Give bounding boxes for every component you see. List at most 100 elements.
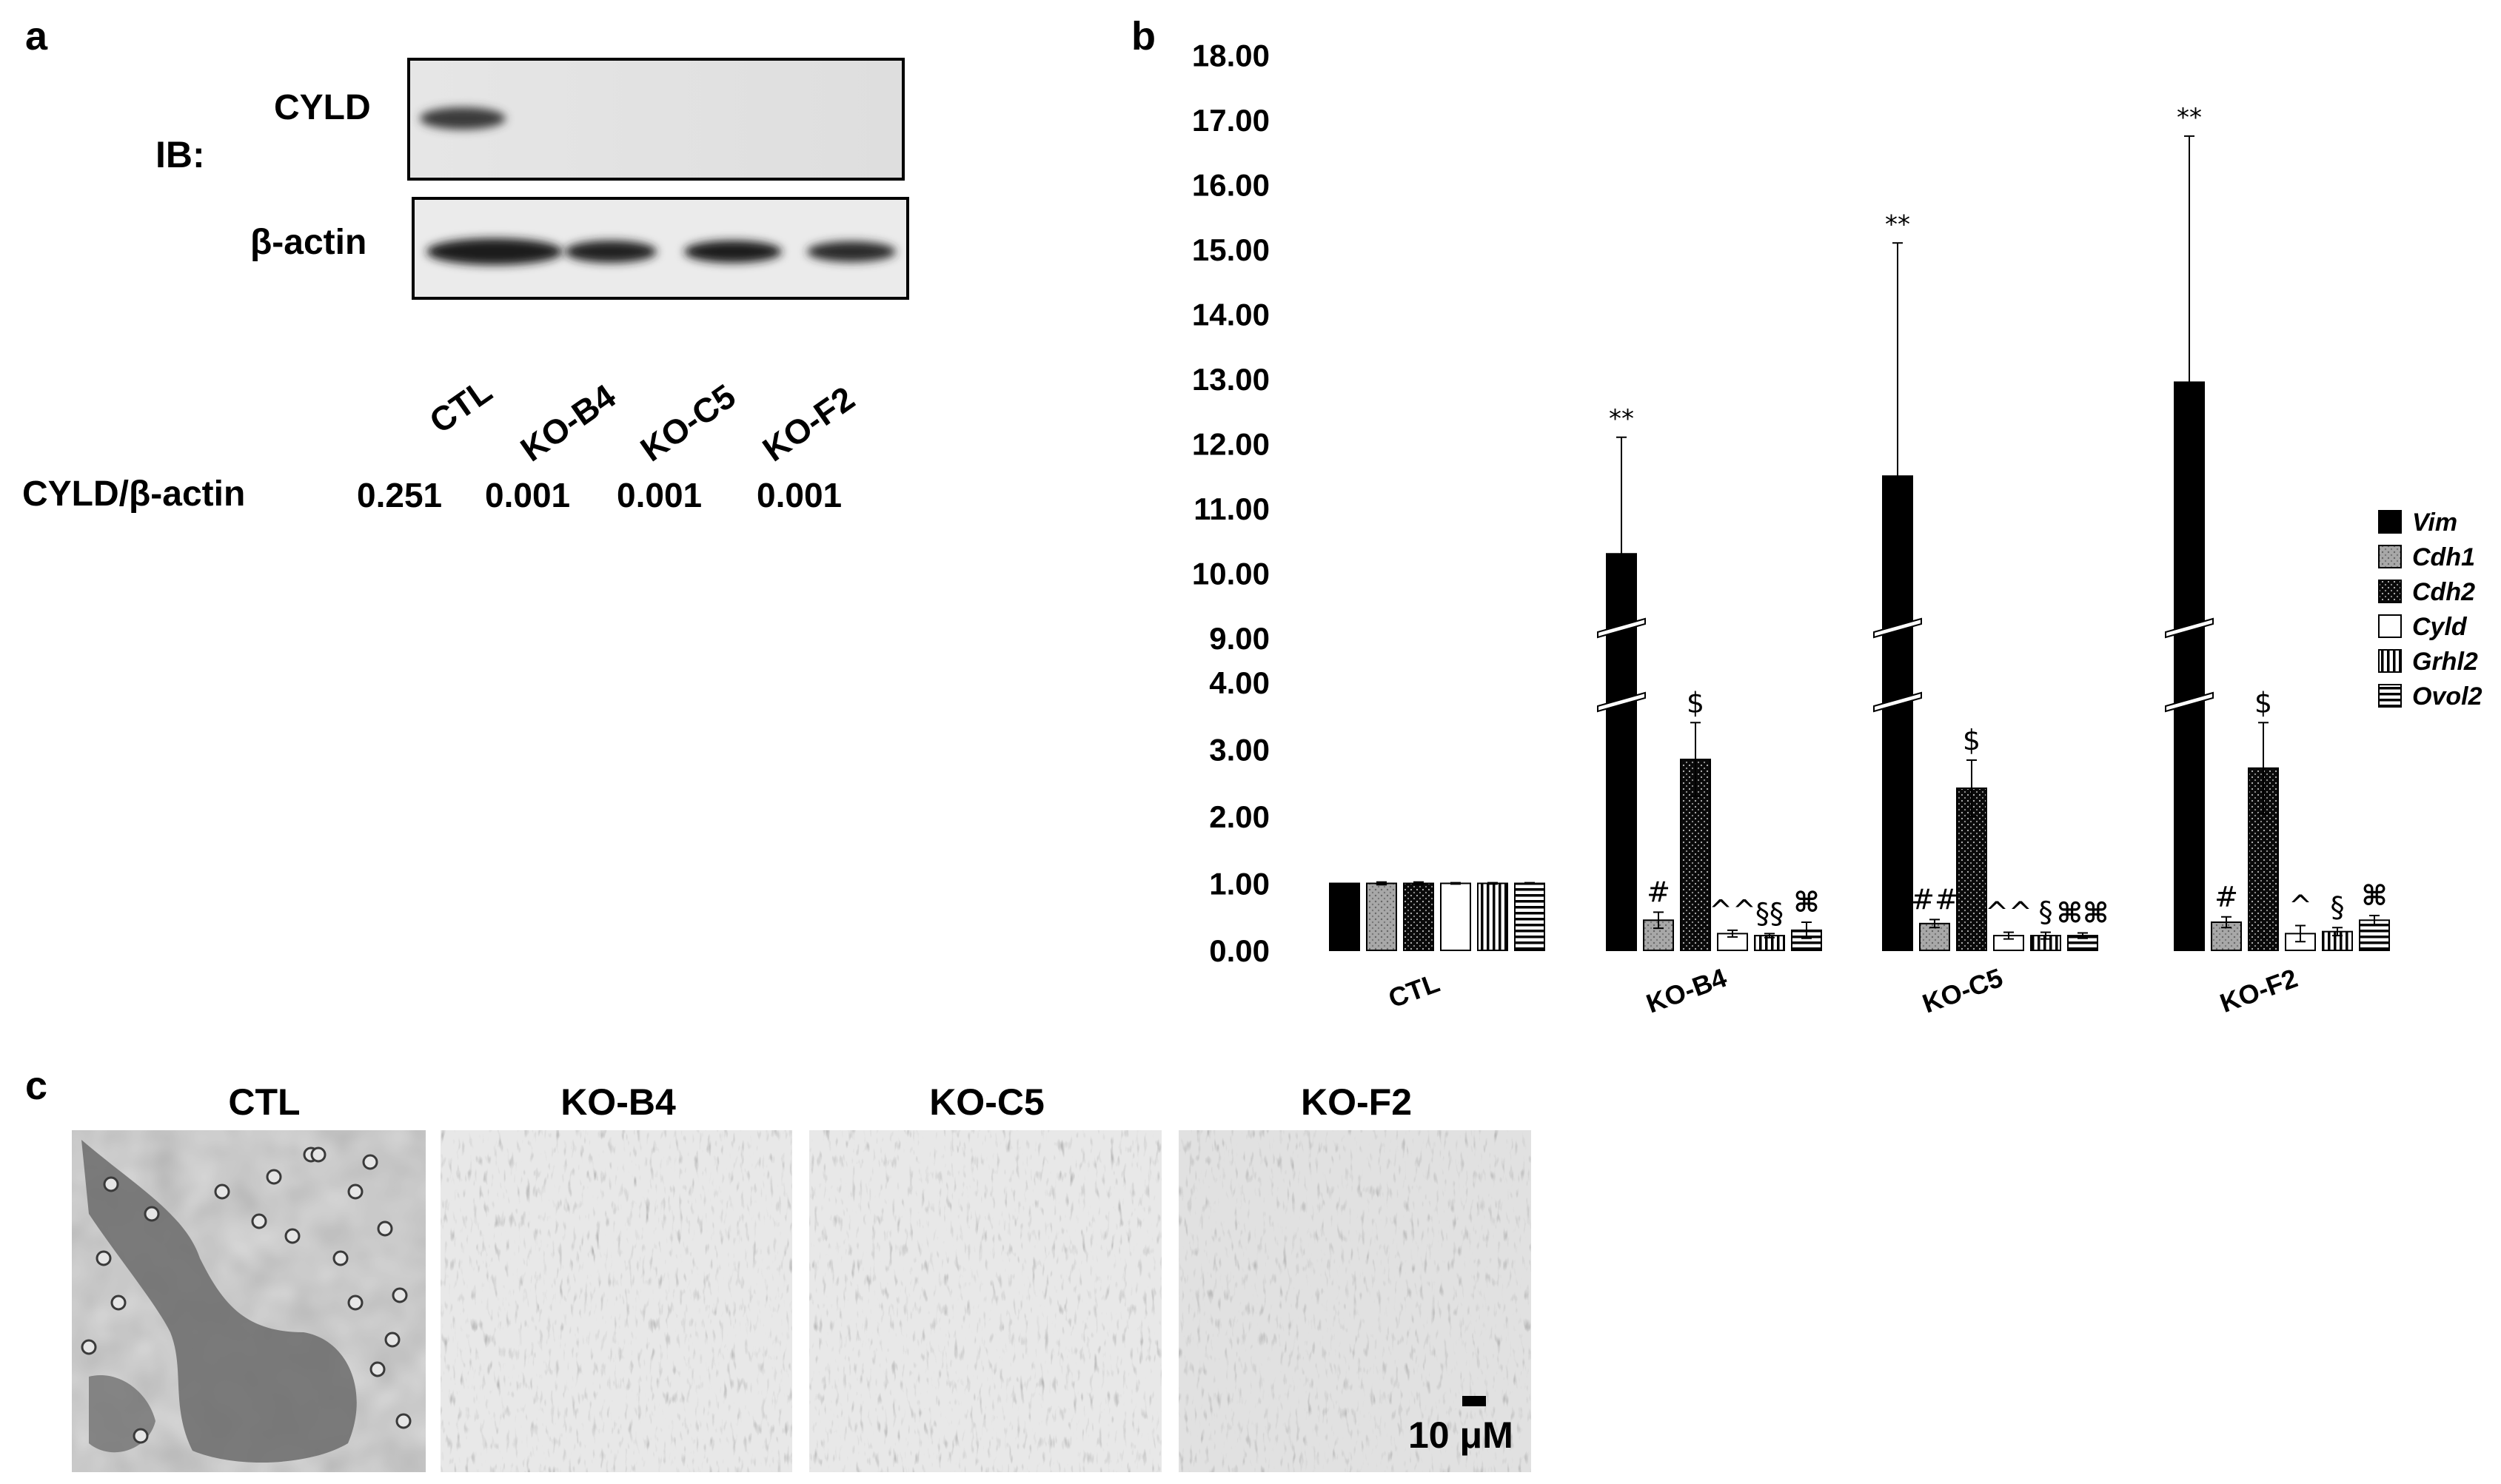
x-category-label: CTL [1385,967,1444,1013]
significance-label: ⌘ [2361,879,2387,912]
actin-band-ko-c5 [684,241,782,263]
significance-label: ^^ [1709,894,1756,927]
bar-vim-ctl [1329,882,1360,951]
axis-break-mark [2165,617,2214,639]
round-cell [110,1295,127,1311]
y-tick-label: 9.00 [1209,621,1270,656]
y-tick-label: 4.00 [1209,665,1270,700]
round-cell [303,1146,319,1163]
y-tick-label: 12.00 [1192,427,1270,462]
bar-vim-ko-c5 [1882,475,1913,951]
micrograph-title-ko-c5: KO-C5 [929,1081,1045,1123]
actin-band-ko-f2 [807,241,896,262]
panel-letter-c: c [25,1064,48,1108]
legend-swatch-vim [2378,510,2402,534]
round-cell [103,1176,119,1192]
significance-label: §§ [1755,897,1784,930]
x-category-label: KO-C5 [1918,962,2006,1019]
round-cell [81,1339,97,1355]
ib-label: IB: [155,134,205,175]
round-cell [284,1228,301,1244]
y-tick-label: 15.00 [1192,232,1270,267]
round-cell [310,1146,327,1163]
micrograph-ko-c5 [809,1130,1162,1472]
significance-label: ⌘⌘ [2057,896,2109,929]
significance-label: # [1647,876,1670,908]
band-label-cyld: CYLD [274,88,371,127]
significance-label: $ [1963,724,1981,756]
significance-label: $ [1687,686,1704,719]
bar-cdh2-ctl [1403,882,1434,951]
significance-label: ⌘ [1793,886,1819,919]
legend-label-cdh1: Cdh1 [2412,543,2475,571]
bar-cyld-ctl [1440,882,1471,951]
micrograph-title-ctl: CTL [228,1081,301,1123]
significance-label: ** [2177,103,2202,132]
panel-letter-a: a [25,14,48,58]
legend-swatch-ovol2 [2378,684,2402,708]
legend-swatch-cdh2 [2378,580,2402,603]
scale-bar-label: 10 μM [1408,1414,1513,1456]
significance-label: § [2039,896,2053,929]
round-cell [347,1183,364,1200]
significance-label: # [2214,881,2238,913]
y-tick-label: 11.00 [1193,491,1270,526]
legend-label-cyld: Cyld [2412,613,2468,641]
actin-band-ctl [426,238,563,265]
axis-break-mark [2165,691,2214,713]
x-category-label: KO-F2 [2216,963,2302,1018]
legend-label-ovol2: Ovol2 [2412,682,2482,711]
micrograph-title-ko-b4: KO-B4 [560,1081,676,1123]
round-cell [214,1183,230,1200]
legend-swatch-cdh1 [2378,545,2402,568]
panel-letter-b: b [1131,14,1156,58]
round-cell [384,1332,401,1348]
axis-break-mark [1597,691,1646,713]
y-tick-label: 10.00 [1192,557,1270,591]
legend-label-vim: Vim [2412,508,2457,537]
legend-swatch-grhl2 [2378,649,2402,673]
round-cell [362,1154,378,1170]
y-tick-label: 3.00 [1209,733,1270,768]
axis-break-mark [1597,617,1646,639]
significance-label: ** [1885,209,1910,239]
ratio-label: CYLD/β-actin [22,474,246,514]
round-cell [266,1169,282,1185]
y-tick-label: 17.00 [1192,103,1270,138]
ratio-value-ko-b4: 0.001 [485,476,571,514]
round-cell [332,1250,349,1266]
significance-label: § [2331,891,2345,924]
x-category-label: KO-B4 [1642,962,1730,1019]
round-cell [144,1206,160,1222]
round-cell [392,1287,408,1303]
significance-label: ^ [2289,890,2312,922]
scale-bar [1462,1396,1486,1406]
legend-label-cdh2: Cdh2 [2412,578,2475,606]
axis-break-mark [1873,617,1922,639]
significance-label: ** [1609,404,1634,434]
ratio-value-ctl: 0.251 [357,476,443,514]
y-tick-label: 0.00 [1209,933,1270,968]
round-cell [347,1295,364,1311]
significance-label: ## [1911,883,1958,916]
round-cell [377,1221,393,1237]
bar-grhl2-ctl [1477,882,1508,951]
y-tick-label: 18.00 [1192,38,1270,73]
y-tick-label: 14.00 [1192,298,1270,332]
round-cell [395,1413,412,1429]
actin-band-ko-b4 [565,241,657,263]
round-cell [96,1250,112,1266]
round-cell [369,1361,386,1377]
western-blot [407,58,909,300]
bar-ovol2-ctl [1514,882,1545,951]
bar-cdh1-ctl [1366,882,1397,951]
cyld-band-ctl [420,107,506,130]
bar-chart: 0.00 1.00 2.00 3.00 4.00 9.00 10.00 11.00 12.00 1… [1192,38,2482,1019]
significance-label: $ [2254,686,2272,719]
micrograph-title-ko-f2: KO-F2 [1301,1081,1412,1123]
y-tick-label: 1.00 [1209,867,1270,902]
y-tick-label: 2.00 [1209,799,1270,834]
axis-break-mark [1873,691,1922,713]
ratio-value-ko-c5: 0.001 [617,476,703,514]
